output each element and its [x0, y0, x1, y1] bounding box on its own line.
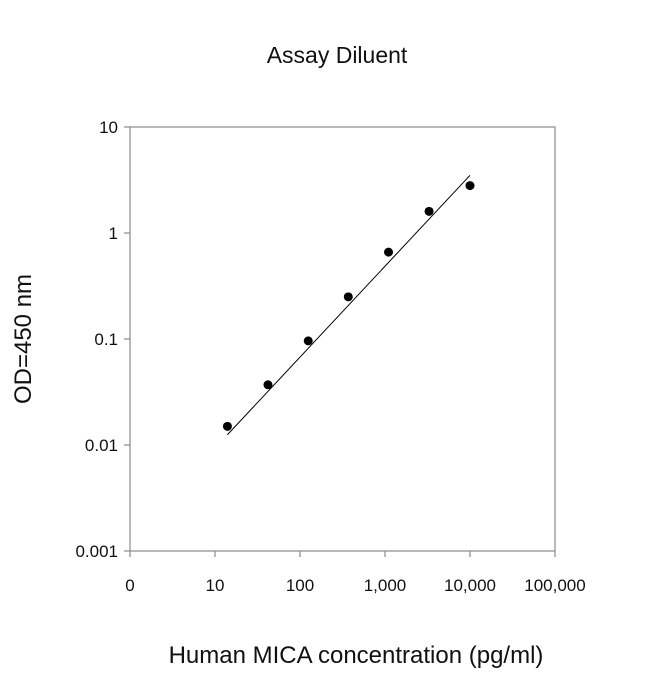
x-tick-label: 100,000 — [524, 576, 585, 595]
x-tick-label: 0 — [125, 576, 134, 595]
x-axis: 0 10 100 1,000 10,000 100,000 — [125, 551, 586, 595]
data-point — [384, 247, 394, 257]
data-point — [465, 181, 475, 191]
data-point — [303, 336, 313, 346]
data-points — [222, 181, 475, 431]
y-tick-label: 1 — [109, 224, 118, 243]
y-tick-label: 0.001 — [75, 542, 118, 561]
chart-title: Assay Diluent — [267, 42, 408, 68]
data-point — [263, 380, 273, 390]
x-tick-label: 100 — [286, 576, 314, 595]
data-point — [222, 421, 232, 431]
y-axis-label: OD=450 nm — [10, 274, 37, 404]
plot-area — [129, 126, 556, 552]
y-axis: 0.001 0.01 0.1 1 10 — [75, 118, 130, 561]
data-point — [343, 292, 353, 302]
y-tick-label: 0.1 — [94, 330, 118, 349]
y-tick-label: 0.01 — [85, 436, 118, 455]
x-tick-label: 1,000 — [364, 576, 407, 595]
x-axis-label: Human MICA concentration (pg/ml) — [169, 642, 544, 669]
data-point — [424, 206, 434, 216]
trendline — [227, 174, 471, 436]
trendline-group — [227, 174, 471, 436]
x-tick-label: 10 — [206, 576, 225, 595]
y-tick-label: 10 — [99, 118, 118, 137]
x-tick-label: 10,000 — [444, 576, 496, 595]
